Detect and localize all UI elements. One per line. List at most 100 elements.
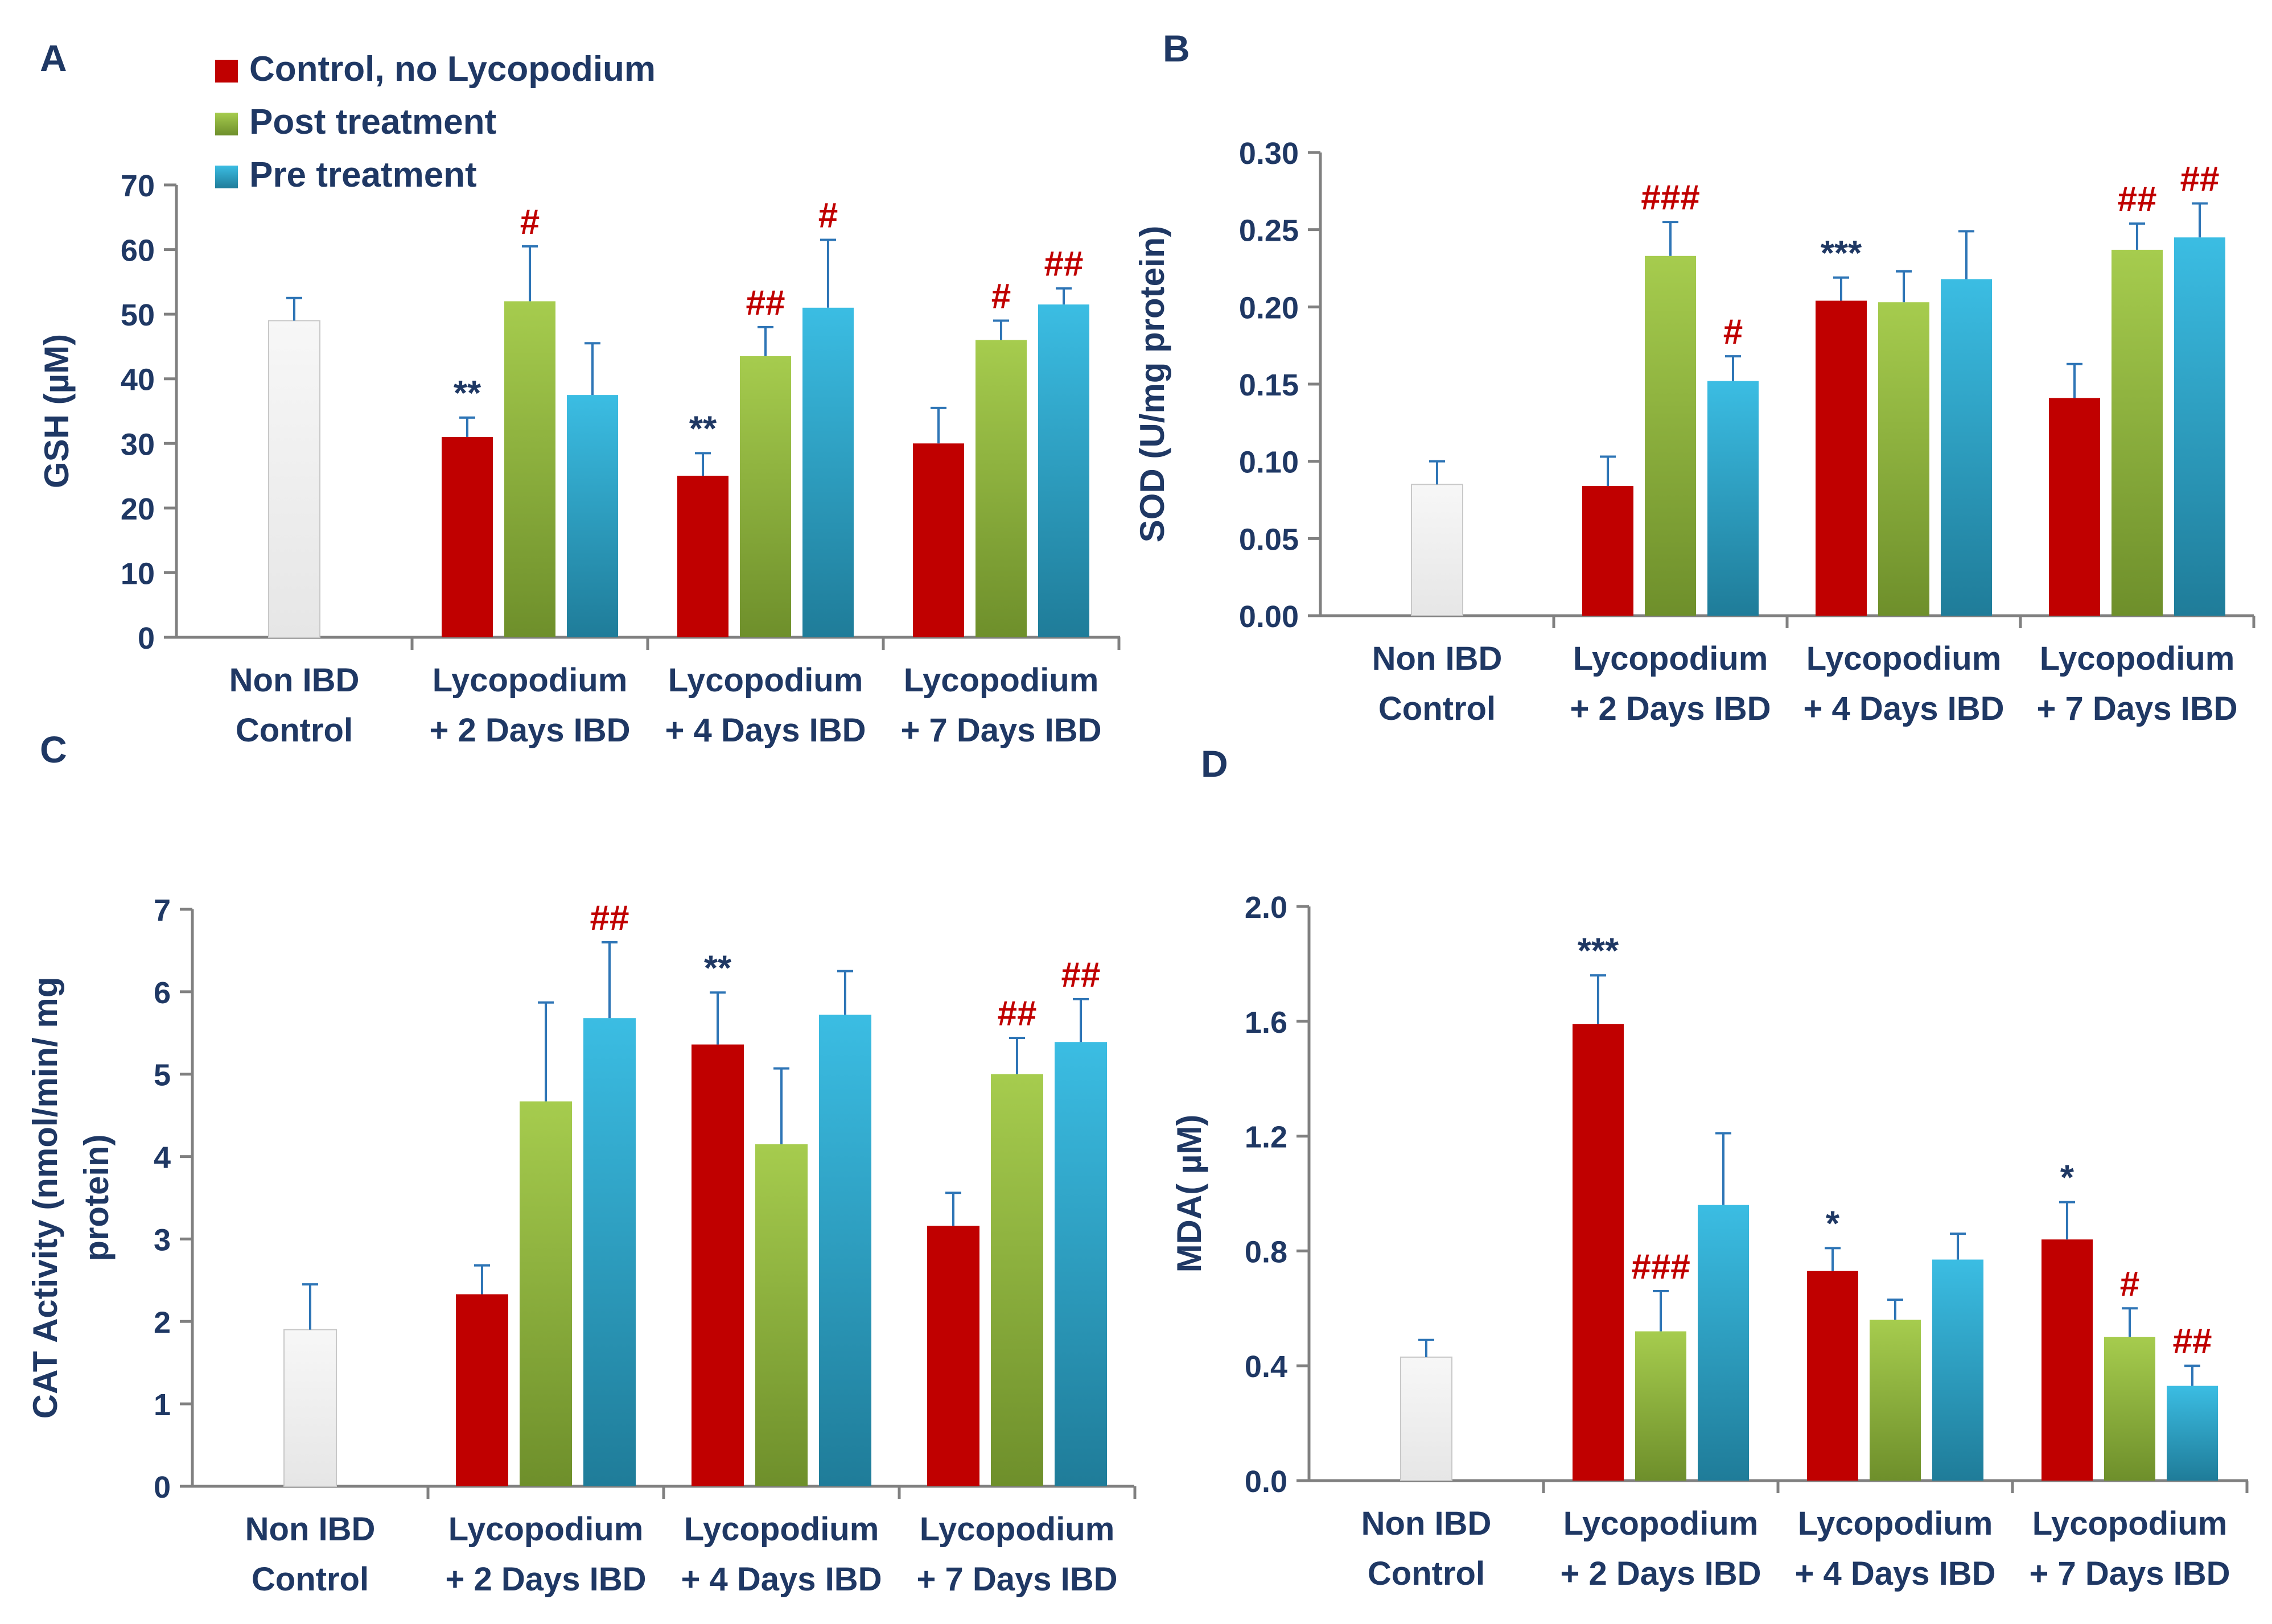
bar-post-group-1 [504, 301, 555, 637]
significance-label: *** [1821, 234, 1862, 273]
x-category-label: Lycopodium [1573, 640, 1768, 677]
x-category-label: Lycopodium [904, 662, 1099, 699]
legend-swatch-pre [215, 166, 238, 188]
bar-post-group-2 [1870, 1320, 1921, 1481]
significance-label: ### [1641, 178, 1699, 217]
y-tick-label: 1 [154, 1388, 171, 1422]
y-tick-label: 0.00 [1239, 600, 1299, 634]
y-tick-label: 0.10 [1239, 446, 1299, 480]
significance-label: ## [998, 994, 1037, 1033]
y-tick-label: 0.8 [1245, 1235, 1287, 1269]
x-category-label: Non IBD [229, 662, 360, 699]
bar-pre-group-2 [1941, 279, 1992, 616]
y-tick-label: 60 [121, 234, 155, 268]
y-tick-label: 40 [121, 363, 155, 397]
bar-post-group-2 [1878, 302, 1929, 616]
legend-label-control: Control, no Lycopodium [249, 50, 656, 89]
bar-control-group-3 [927, 1226, 979, 1486]
legend-label-pre: Pre treatment [249, 155, 477, 195]
x-category-label: + 4 Days IBD [681, 1561, 882, 1598]
bar-post-group-3 [2112, 249, 2163, 616]
y-tick-label: 7 [154, 893, 171, 928]
x-category-label: + 7 Days IBD [916, 1561, 1117, 1598]
x-category-label: Lycopodium [1798, 1505, 1993, 1542]
bar-pre-group-1 [1698, 1205, 1749, 1481]
y-tick-label: 1.6 [1245, 1005, 1287, 1040]
x-category-label: + 7 Days IBD [2029, 1555, 2230, 1592]
bar-pre-group-1 [567, 395, 618, 637]
bar-pre-group-2 [802, 307, 854, 637]
significance-label: ## [2180, 160, 2220, 199]
y-tick-label: 0.20 [1239, 291, 1299, 325]
panel-b: B 0.00 0.05 0.10 0.15 0.20 0.25 0.30 SOD (U/mg p… [1133, 27, 2255, 727]
bar-post-group-3 [991, 1074, 1043, 1486]
significance-label: # [2120, 1264, 2139, 1304]
bar-pre-group-3 [1038, 304, 1089, 637]
bar-pre-group-3 [2167, 1386, 2218, 1481]
x-category-label: + 2 Days IBD [1570, 690, 1771, 727]
significance-label: ** [704, 949, 732, 988]
x-category-label: Control [1378, 690, 1496, 727]
bar-control-group-1 [1573, 1024, 1624, 1481]
x-category-label: Lycopodium [920, 1511, 1115, 1548]
y-tick-label: 0.4 [1245, 1350, 1287, 1384]
bar-pre-group-2 [1932, 1259, 1983, 1481]
panel-letter: B [1163, 27, 1190, 69]
bar-control-group-2 [677, 476, 728, 637]
y-tick-label: 10 [121, 557, 155, 591]
bar-control-group-2 [1807, 1271, 1858, 1481]
y-tick-label: 0 [154, 1470, 171, 1505]
bar-post-group-3 [976, 340, 1027, 637]
significance-label: ## [2173, 1322, 2212, 1361]
x-category-label: + 7 Days IBD [2036, 690, 2237, 727]
y-tick-label: 30 [121, 427, 155, 461]
y-axis-label: CAT Activity (nmol/min/ mg [26, 977, 64, 1419]
y-tick-label: 2.0 [1245, 891, 1287, 925]
y-tick-label: 0.25 [1239, 214, 1299, 248]
significance-label: ## [1044, 245, 1084, 284]
y-tick-label: 20 [121, 492, 155, 526]
y-tick-label: 3 [154, 1223, 171, 1257]
bar-non-ibd-control [1411, 484, 1463, 616]
x-category-label: + 4 Days IBD [665, 712, 866, 749]
x-category-label: Non IBD [1372, 640, 1503, 677]
bar-pre-group-3 [1055, 1042, 1107, 1486]
bar-post-group-1 [520, 1101, 572, 1486]
bar-pre-group-1 [1707, 381, 1759, 616]
x-category-label: Lycopodium [668, 662, 863, 699]
y-tick-label: 0.0 [1245, 1465, 1287, 1499]
bar-post-group-1 [1645, 255, 1696, 616]
y-axis-label: protein) [77, 1134, 116, 1261]
panel-c: C 0 1 2 3 4 5 6 7 CAT Activity (nmol/min/ mg prote… [26, 728, 1137, 1598]
bar-post-group-3 [2104, 1337, 2155, 1481]
bar-control-group-3 [2049, 398, 2100, 616]
bar-post-group-2 [755, 1144, 808, 1486]
significance-label: ** [454, 374, 481, 413]
bar-non-ibd-control [268, 320, 320, 638]
significance-label: # [520, 203, 540, 242]
x-category-label: Control [236, 712, 353, 749]
x-category-label: + 2 Days IBD [445, 1561, 646, 1598]
x-category-label: + 4 Days IBD [1794, 1555, 1995, 1592]
x-category-label: Non IBD [1361, 1505, 1492, 1542]
significance-label: # [1723, 312, 1743, 352]
panel-letter: C [40, 728, 67, 770]
x-category-label: Lycopodium [1563, 1505, 1759, 1542]
x-category-label: Control [1368, 1555, 1485, 1592]
bar-control-group-3 [913, 443, 964, 637]
y-tick-label: 70 [121, 169, 155, 203]
x-category-label: Lycopodium [1806, 640, 2002, 677]
y-tick-label: 6 [154, 976, 171, 1010]
bar-control-group-1 [442, 436, 493, 637]
y-axis-label: MDA( µM) [1170, 1115, 1208, 1273]
x-category-label: + 2 Days IBD [429, 712, 630, 749]
significance-label: ### [1631, 1247, 1690, 1287]
bar-post-group-1 [1635, 1331, 1686, 1481]
bar-control-group-2 [1816, 300, 1867, 616]
legend: Control, no Lycopodium Post treatment Pre … [215, 50, 656, 195]
panel-letter: D [1201, 743, 1228, 785]
legend-label-post: Post treatment [249, 102, 496, 142]
y-tick-label: 0 [138, 621, 155, 656]
